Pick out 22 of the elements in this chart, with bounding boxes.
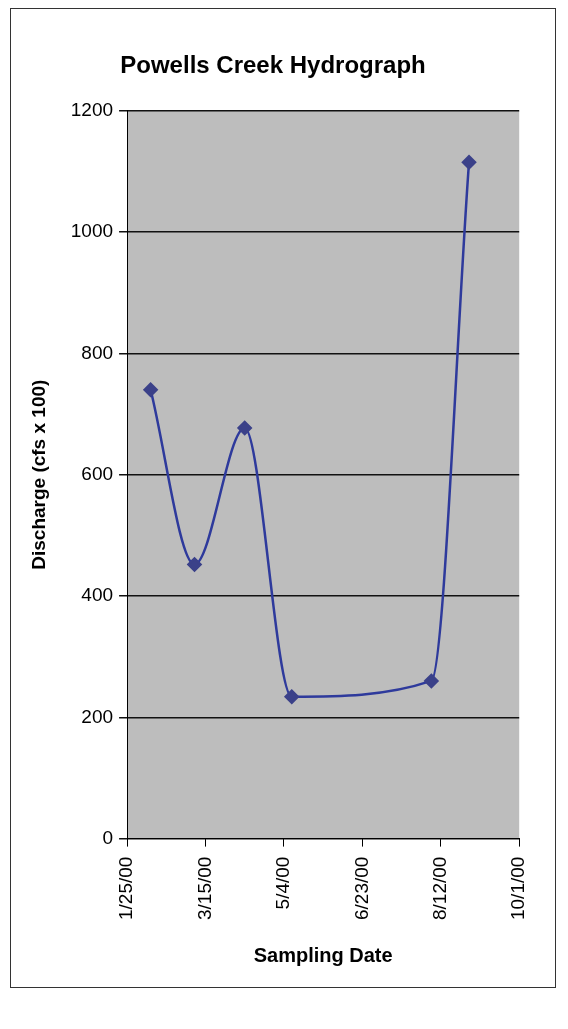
point (461, 155, 477, 170)
x-tick-label: 5/4/00 (272, 856, 294, 910)
point (237, 420, 252, 436)
chart-title: Powells Creek Hydrograph (120, 51, 426, 79)
y-tick-label: 600 (81, 462, 114, 484)
y-tick-label: 800 (81, 341, 114, 363)
x-tick-label: 1/25/00 (115, 856, 137, 921)
y-tick-label: 1000 (70, 220, 114, 242)
y-tick-label: 400 (81, 584, 114, 606)
x-tick-label: 6/23/00 (350, 856, 372, 921)
x-tick-label: 3/15/00 (193, 856, 215, 921)
y-axis-title: Discharge (cfs x 100) (27, 379, 49, 570)
point (284, 689, 300, 704)
y-tick-label: 1200 (70, 99, 114, 121)
x-axis-title: Sampling Date (253, 943, 393, 966)
point (424, 673, 439, 689)
point (143, 382, 158, 398)
y-tick-label: 200 (81, 705, 114, 727)
y-tick-label: 0 (102, 826, 114, 848)
x-tick-label: 10/1/00 (507, 856, 529, 921)
point (187, 557, 202, 572)
x-tick-label: 8/12/00 (429, 856, 451, 921)
